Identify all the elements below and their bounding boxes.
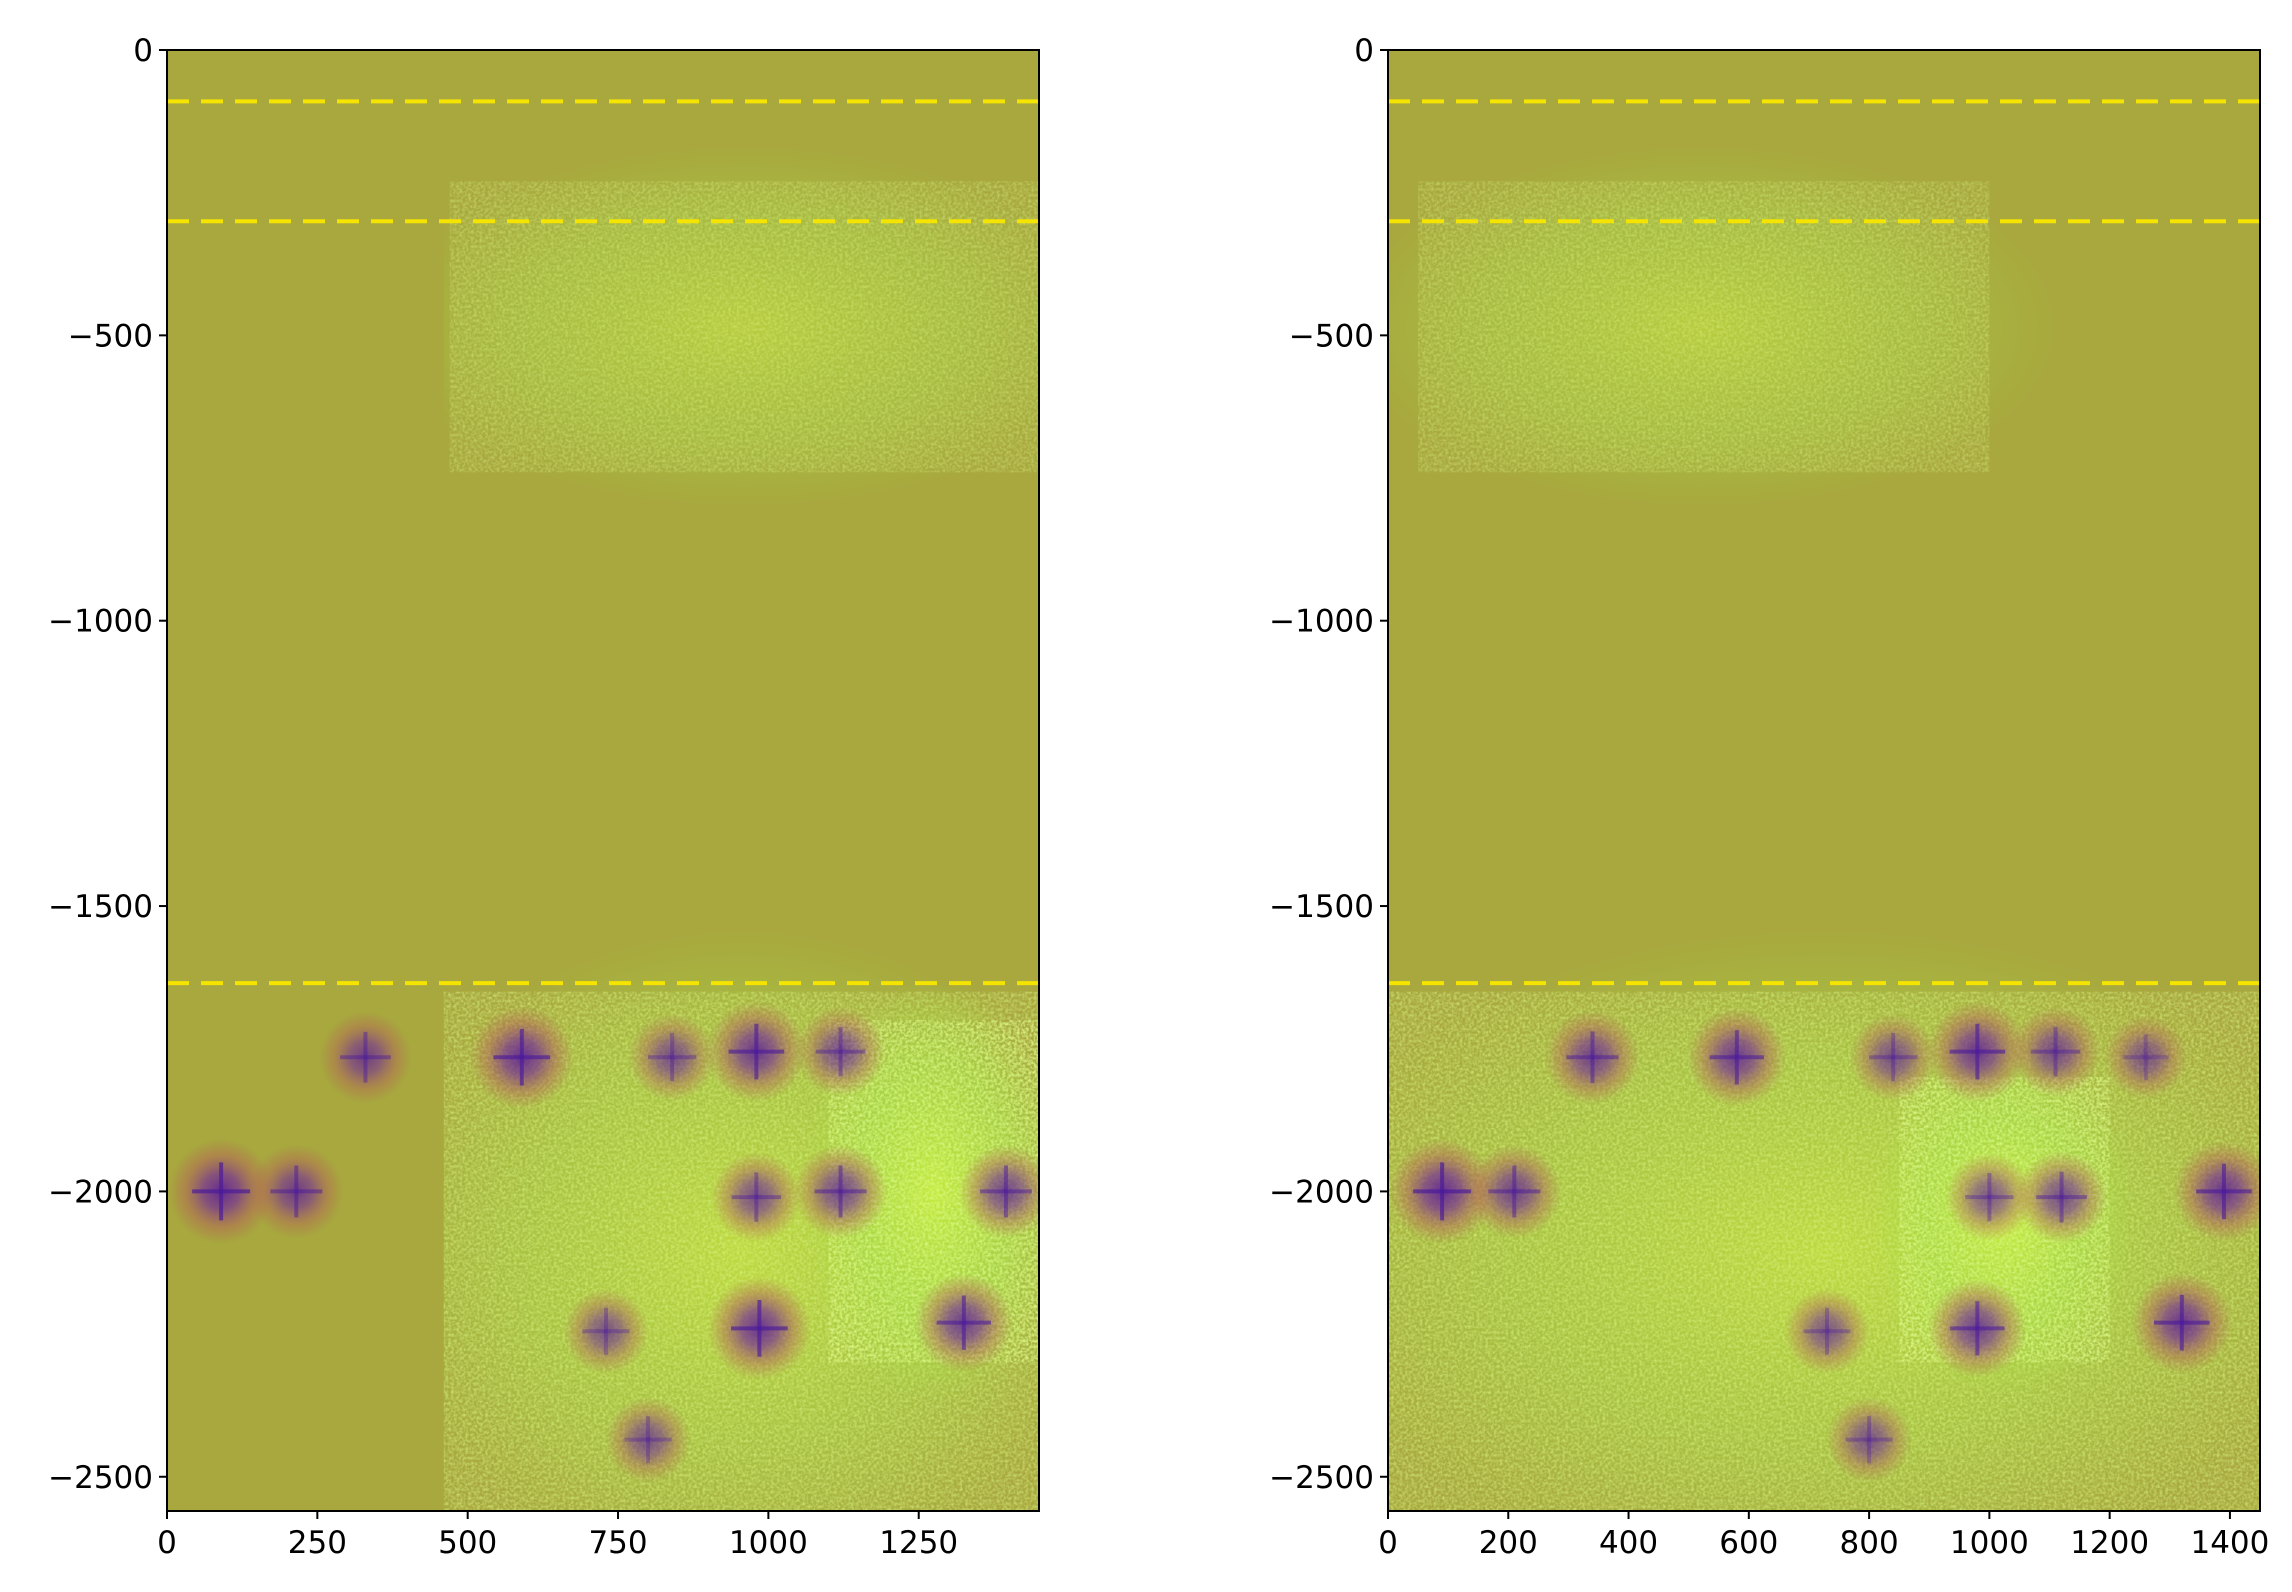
spot (711, 1152, 802, 1243)
spot (628, 1013, 717, 1102)
x-tick-label: 750 (588, 1525, 647, 1561)
left-heatmap-panel: 0 250 500 750 1000 1250 0 −500 −1000 −1500 −2000 −2… (48, 33, 1040, 1561)
y-tick-label: 0 (133, 33, 153, 69)
x-tick-label: 1200 (2070, 1525, 2149, 1561)
spot (795, 1006, 886, 1097)
x-tick-label: 0 (1378, 1525, 1398, 1561)
spot (2104, 1015, 2188, 1099)
spot (1784, 1288, 1870, 1375)
x-tick-label: 250 (288, 1525, 347, 1561)
y-tick-label: −500 (1289, 318, 1374, 354)
spot (563, 1288, 649, 1375)
spot (605, 1396, 691, 1483)
y-tick-label: −2000 (1269, 1174, 1374, 1210)
spot (2010, 1006, 2101, 1097)
x-tick-label: 0 (157, 1525, 177, 1561)
x-tick-label: 1250 (879, 1525, 958, 1561)
y-tick-label: −500 (68, 318, 153, 354)
spot (1849, 1013, 1938, 1102)
spot (1545, 1010, 1640, 1105)
right-heatmap-panel: 0 200 400 600 800 1000 1200 1400 0 −500 −1000 −1500… (1269, 33, 2269, 1561)
spot (958, 1144, 1039, 1239)
spot (793, 1144, 888, 1239)
y-tick-label: −1500 (48, 889, 153, 925)
x-tick-label: 200 (1479, 1525, 1538, 1561)
spot (1826, 1396, 1912, 1483)
masked-region (167, 226, 444, 1511)
axes-frame (166, 49, 1040, 1512)
x-tick-label: 500 (438, 1525, 497, 1561)
y-tick-label: −2500 (48, 1460, 153, 1496)
x-tick-label: 400 (1599, 1525, 1658, 1561)
spot (319, 1011, 412, 1104)
axes-frame (1387, 49, 2261, 1512)
spot (1945, 1153, 2034, 1242)
x-tick-label: 1000 (1950, 1525, 2029, 1561)
y-tick-label: −2500 (1269, 1460, 1374, 1496)
green-speckle (1418, 181, 1990, 473)
plot-area (1388, 50, 2260, 1511)
spot (249, 1144, 344, 1239)
spot (2015, 1151, 2108, 1244)
y-tick-label: −1000 (48, 604, 153, 640)
x-tick-label: 600 (1719, 1525, 1778, 1561)
y-tick-label: 0 (1354, 33, 1374, 69)
plot-area (167, 50, 1039, 1511)
x-tick-label: 1400 (2190, 1525, 2269, 1561)
x-tick-label: 800 (1840, 1525, 1899, 1561)
green-speckle (449, 181, 1039, 473)
y-tick-label: −1500 (1269, 889, 1374, 925)
y-tick-label: −2000 (48, 1174, 153, 1210)
y-tick-label: −1000 (1269, 604, 1374, 640)
spot (1467, 1144, 1562, 1239)
x-tick-label: 1000 (729, 1525, 808, 1561)
